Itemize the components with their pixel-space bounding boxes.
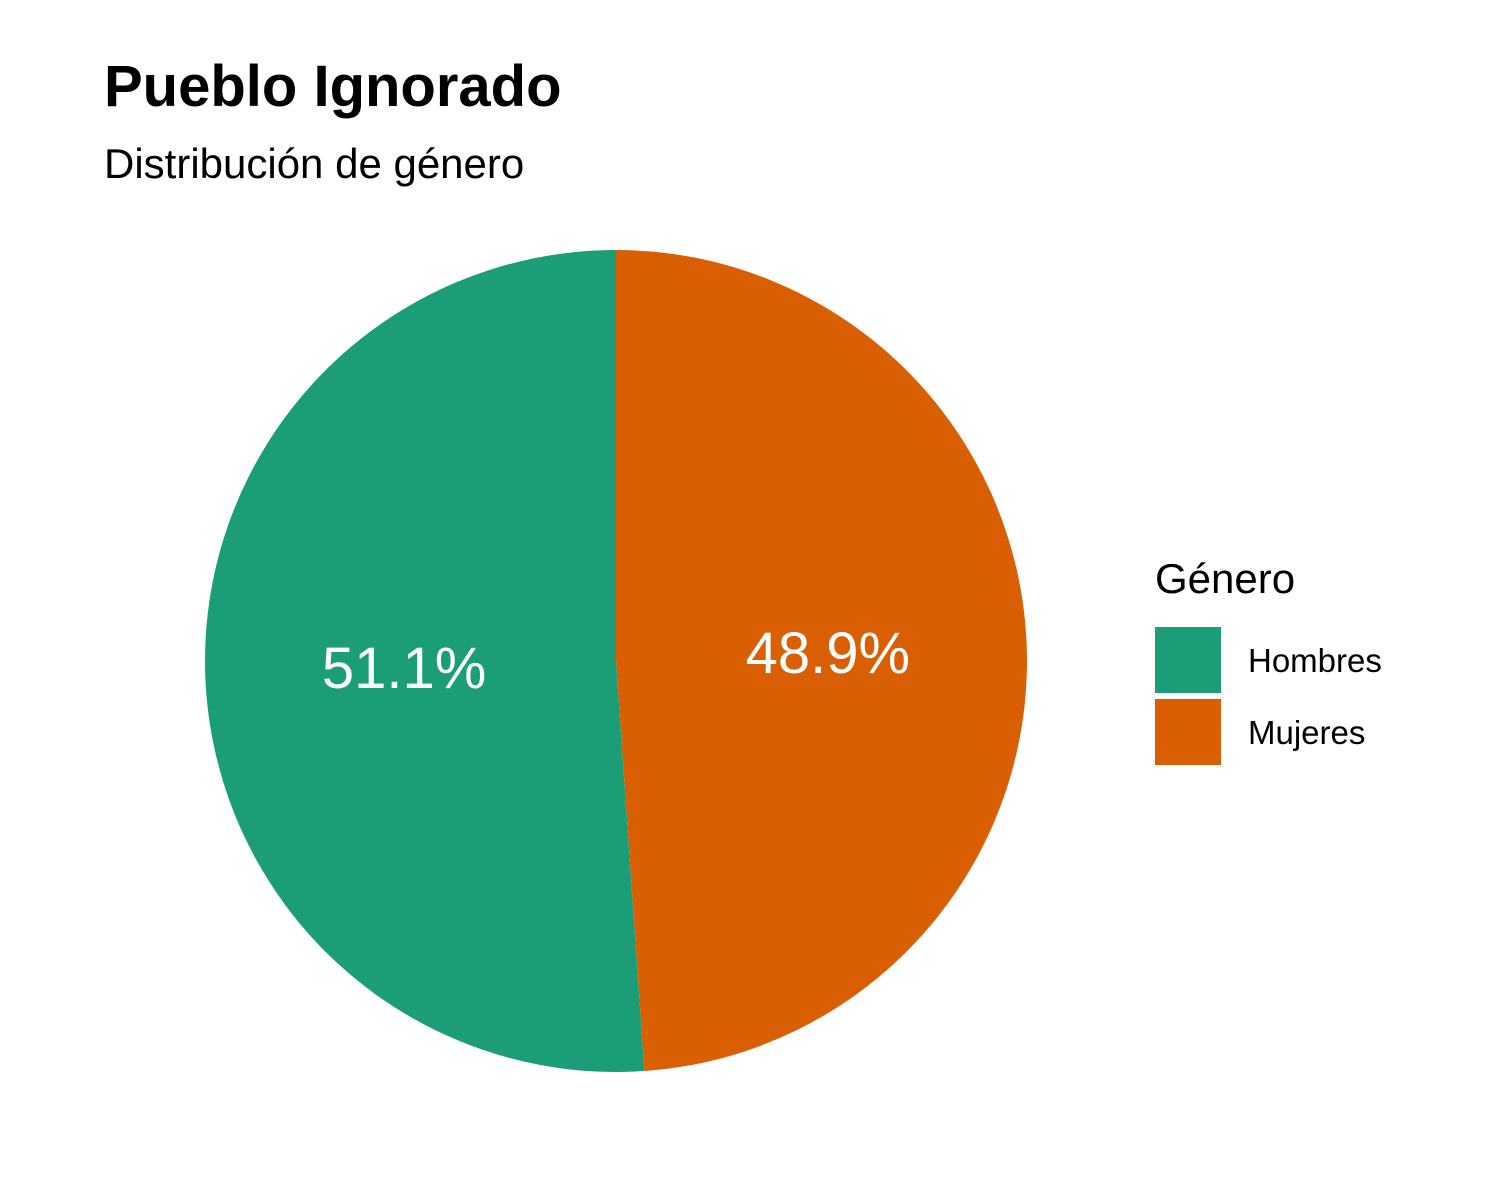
pie-slice-hombres (204, 250, 645, 1072)
legend-swatch-mujeres (1155, 699, 1221, 765)
legend-swatch-hombres (1155, 627, 1221, 693)
pie-label-mujeres: 48.9% (746, 621, 910, 686)
legend: Género Hombres Mujeres (1155, 558, 1382, 768)
legend-title: Género (1155, 555, 1296, 602)
legend-item-mujeres: Mujeres (1155, 696, 1382, 768)
legend-item-hombres: Hombres (1155, 624, 1382, 696)
legend-label-mujeres: Mujeres (1248, 713, 1366, 751)
pie-slice-mujeres (616, 250, 1027, 1072)
chart-subtitle: Distribución de género (104, 140, 525, 187)
chart-title: Pueblo Ignorado (104, 54, 562, 119)
pie-label-hombres: 51.1% (322, 636, 486, 701)
legend-label-hombres: Hombres (1248, 641, 1382, 679)
